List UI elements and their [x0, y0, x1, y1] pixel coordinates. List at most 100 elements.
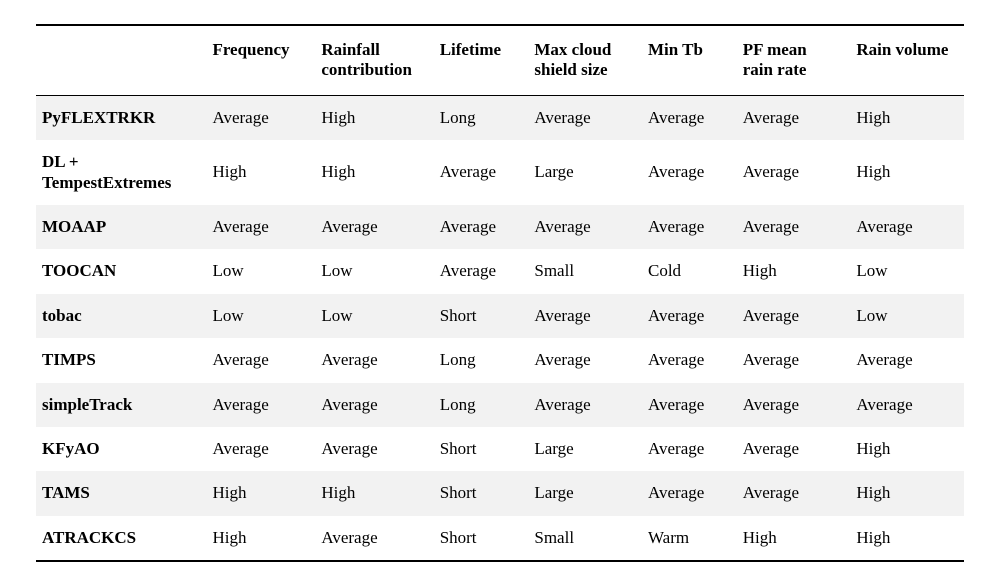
cell: Average [434, 140, 529, 205]
cell: Average [206, 95, 315, 140]
cell: Average [850, 338, 964, 382]
cell: High [206, 516, 315, 561]
cell: Average [642, 471, 737, 515]
cell: High [315, 95, 433, 140]
cell: Average [737, 95, 851, 140]
cell: Average [434, 249, 529, 293]
cell: Average [528, 338, 642, 382]
row-name: MOAAP [36, 205, 206, 249]
cell: Average [737, 205, 851, 249]
cell: Average [737, 140, 851, 205]
cell: Average [315, 205, 433, 249]
cell: High [315, 140, 433, 205]
cell: Average [737, 338, 851, 382]
table-row: MOAAPAverageAverageAverageAverageAverage… [36, 205, 964, 249]
cell: Average [206, 383, 315, 427]
col-max-cloud: Max cloud shield size [528, 25, 642, 95]
cell: Average [315, 427, 433, 471]
cell: Average [315, 338, 433, 382]
cell: Low [850, 294, 964, 338]
cell: High [206, 140, 315, 205]
row-name: PyFLEXTRKR [36, 95, 206, 140]
row-name: TIMPS [36, 338, 206, 382]
col-pf-rain-rate: PF mean rain rate [737, 25, 851, 95]
cell: Long [434, 338, 529, 382]
table-row: simpleTrackAverageAverageLongAverageAver… [36, 383, 964, 427]
cell: High [850, 516, 964, 561]
cell: Average [528, 95, 642, 140]
cell: High [850, 427, 964, 471]
row-name: tobac [36, 294, 206, 338]
cell: Low [850, 249, 964, 293]
cell: High [850, 95, 964, 140]
cell: Low [315, 249, 433, 293]
cell: Average [206, 427, 315, 471]
cell: Cold [642, 249, 737, 293]
cell: Low [206, 294, 315, 338]
cell: Large [528, 140, 642, 205]
cell: Warm [642, 516, 737, 561]
cell: Short [434, 516, 529, 561]
table-body: PyFLEXTRKRAverageHighLongAverageAverageA… [36, 95, 964, 561]
table-row: TOOCANLowLowAverageSmallColdHighLow [36, 249, 964, 293]
row-name: KFyAO [36, 427, 206, 471]
cell: Average [737, 294, 851, 338]
col-lifetime: Lifetime [434, 25, 529, 95]
cell: Average [737, 427, 851, 471]
cell: Small [528, 249, 642, 293]
cell: High [737, 516, 851, 561]
cell: Average [642, 95, 737, 140]
cell: High [315, 471, 433, 515]
cell: Short [434, 471, 529, 515]
col-frequency: Frequency [206, 25, 315, 95]
cell: Average [528, 205, 642, 249]
cell: Average [642, 140, 737, 205]
page: Frequency Rainfall contribution Lifetime… [0, 0, 1000, 586]
cell: Low [315, 294, 433, 338]
col-rainfall: Rainfall contribution [315, 25, 433, 95]
cell: Average [206, 338, 315, 382]
cell: Long [434, 383, 529, 427]
cell: Average [642, 205, 737, 249]
table-row: DL + TempestExtremesHighHighAverageLarge… [36, 140, 964, 205]
cell: High [850, 471, 964, 515]
cell: Average [642, 338, 737, 382]
col-rain-volume: Rain volume [850, 25, 964, 95]
table-row: TAMSHighHighShortLargeAverageAverageHigh [36, 471, 964, 515]
cell: Average [315, 383, 433, 427]
cell: Average [642, 294, 737, 338]
cell: Large [528, 427, 642, 471]
cell: Average [315, 516, 433, 561]
cell: Average [737, 471, 851, 515]
cell: Average [737, 383, 851, 427]
cell: Average [528, 294, 642, 338]
cell: Large [528, 471, 642, 515]
row-name: simpleTrack [36, 383, 206, 427]
cell: High [206, 471, 315, 515]
table-row: TIMPSAverageAverageLongAverageAverageAve… [36, 338, 964, 382]
col-min-tb: Min Tb [642, 25, 737, 95]
cell: Short [434, 427, 529, 471]
cell: Short [434, 294, 529, 338]
cell: Average [642, 427, 737, 471]
cell: Average [528, 383, 642, 427]
cell: High [737, 249, 851, 293]
row-name: TOOCAN [36, 249, 206, 293]
cell: Long [434, 95, 529, 140]
cell: Average [206, 205, 315, 249]
cell: Average [850, 205, 964, 249]
cell: Average [850, 383, 964, 427]
row-name: ATRACKCS [36, 516, 206, 561]
table-row: ATRACKCSHighAverageShortSmallWarmHighHig… [36, 516, 964, 561]
row-name: DL + TempestExtremes [36, 140, 206, 205]
table-row: PyFLEXTRKRAverageHighLongAverageAverageA… [36, 95, 964, 140]
table-row: tobacLowLowShortAverageAverageAverageLow [36, 294, 964, 338]
header-blank [36, 25, 206, 95]
cell: High [850, 140, 964, 205]
table-row: KFyAOAverageAverageShortLargeAverageAver… [36, 427, 964, 471]
cell: Low [206, 249, 315, 293]
cell: Average [434, 205, 529, 249]
header-row: Frequency Rainfall contribution Lifetime… [36, 25, 964, 95]
cell: Average [642, 383, 737, 427]
row-name: TAMS [36, 471, 206, 515]
